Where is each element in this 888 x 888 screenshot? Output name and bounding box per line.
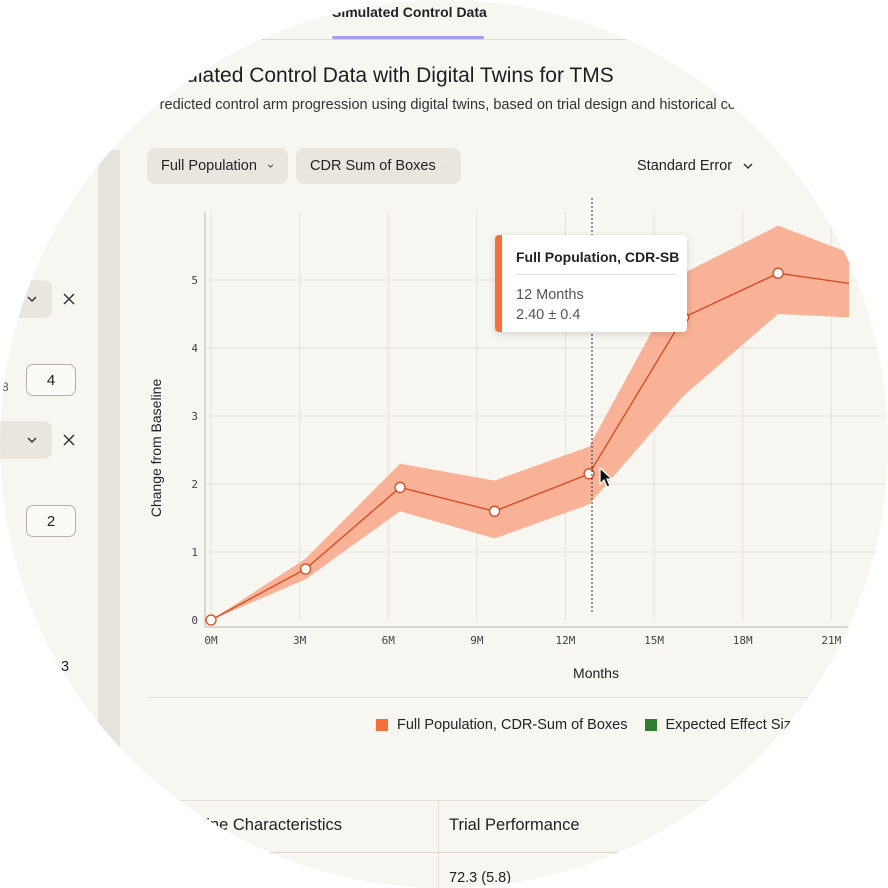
table-top-border: [180, 800, 710, 801]
population-dropdown-label: Full Population: [161, 158, 257, 174]
data-point[interactable]: [299, 563, 312, 575]
page-title: Simulated Control Data with Digital Twin…: [150, 64, 614, 87]
legend-divider: [148, 697, 888, 698]
y-tick-label: 0: [191, 614, 198, 627]
page-subtitle: Predicted control arm progression using …: [150, 97, 736, 113]
table-cell-value: 72.3 (5.8): [449, 870, 512, 886]
error-band-layer: [211, 225, 849, 620]
close-icon[interactable]: [63, 434, 75, 446]
table-column-separator: [438, 800, 439, 888]
active-tab-indicator: [332, 36, 484, 39]
tab-simulated-control-data[interactable]: Simulated Control Data: [332, 4, 487, 20]
table-header-col1: Baseline Characteristics: [148, 800, 438, 852]
table-header-baseline: Baseline Characteristics: [165, 816, 342, 834]
config-select-1[interactable]: [0, 280, 52, 318]
tooltip-time: 12 Months: [516, 287, 584, 303]
error-type-dropdown-label: Standard Error: [637, 158, 733, 174]
config-bottom-value: 3: [61, 659, 70, 675]
data-point[interactable]: [583, 468, 595, 480]
population-dropdown[interactable]: Full Population: [147, 148, 288, 184]
x-tick-label: 3M: [293, 634, 307, 647]
x-tick-label: 9M: [470, 634, 484, 647]
table-header-border: [180, 852, 620, 853]
legend-label-population[interactable]: Full Population, CDR-Sum of Boxes: [397, 717, 628, 733]
data-point[interactable]: [394, 481, 406, 494]
tooltip-title: Full Population, CDR-SB: [516, 249, 680, 265]
chevron-down-icon: [743, 163, 753, 170]
config-select-2[interactable]: [0, 421, 52, 459]
config-number-field-1[interactable]: 4: [26, 364, 76, 396]
chart-tooltip: Full Population, CDR-SB 12 Months 2.40 ±…: [495, 235, 687, 332]
tooltip-divider: [516, 274, 676, 275]
chart-legend: Full Population, CDR-Sum of Boxes Expect…: [376, 717, 799, 733]
config-fragment-number: 8: [2, 380, 9, 394]
series-line-layer: [210, 272, 850, 621]
data-point[interactable]: [205, 614, 217, 626]
error-type-dropdown[interactable]: Standard Error: [637, 158, 754, 174]
legend-label-effect-size[interactable]: Expected Effect Size: [665, 717, 800, 733]
table-header-trial-performance: Trial Performance: [449, 816, 580, 834]
endpoint-dropdown-label: CDR Sum of Boxes: [310, 158, 436, 174]
y-tick-label: 2: [191, 478, 198, 491]
data-point[interactable]: [488, 505, 501, 517]
panel-divider[interactable]: [98, 150, 120, 888]
x-tick-label: 6M: [382, 634, 396, 647]
series-line: [210, 272, 850, 621]
chevron-down-icon: [27, 437, 37, 444]
y-tick-label: 5: [191, 274, 198, 287]
tooltip-value: 2.40 ± 0.4: [516, 307, 581, 323]
close-icon[interactable]: [63, 293, 75, 305]
x-tick-label: 18M: [733, 634, 753, 647]
x-axis-title: Months: [573, 665, 619, 681]
error-band: [211, 225, 849, 620]
chevron-down-icon: [27, 296, 37, 303]
x-tick-label: 0M: [204, 634, 218, 647]
x-tick-label: 21M: [821, 634, 841, 647]
y-tick-label: 4: [191, 342, 198, 355]
tooltip-accent-bar: [495, 235, 502, 332]
y-tick-label: 1: [191, 546, 198, 559]
endpoint-dropdown[interactable]: CDR Sum of Boxes: [296, 148, 461, 184]
x-tick-label: 12M: [556, 634, 576, 647]
data-point[interactable]: [772, 267, 784, 279]
tab-divider: [260, 39, 630, 40]
config-number-field-2[interactable]: 2: [26, 505, 76, 537]
y-tick-label: 3: [191, 410, 198, 423]
cursor-arrow-icon: [599, 466, 614, 488]
y-axis-title: Change from Baseline: [148, 379, 164, 518]
chevron-down-icon: [267, 164, 274, 168]
chevron-down-icon: [445, 165, 447, 167]
chart-axes: 0M 3M 6M 9M 12M 15M 18M 21M 0 1 2 3 4 5: [191, 212, 849, 647]
legend-swatch-population: [376, 719, 388, 731]
legend-swatch-effect-size: [644, 719, 657, 731]
x-tick-label: 15M: [644, 634, 664, 647]
